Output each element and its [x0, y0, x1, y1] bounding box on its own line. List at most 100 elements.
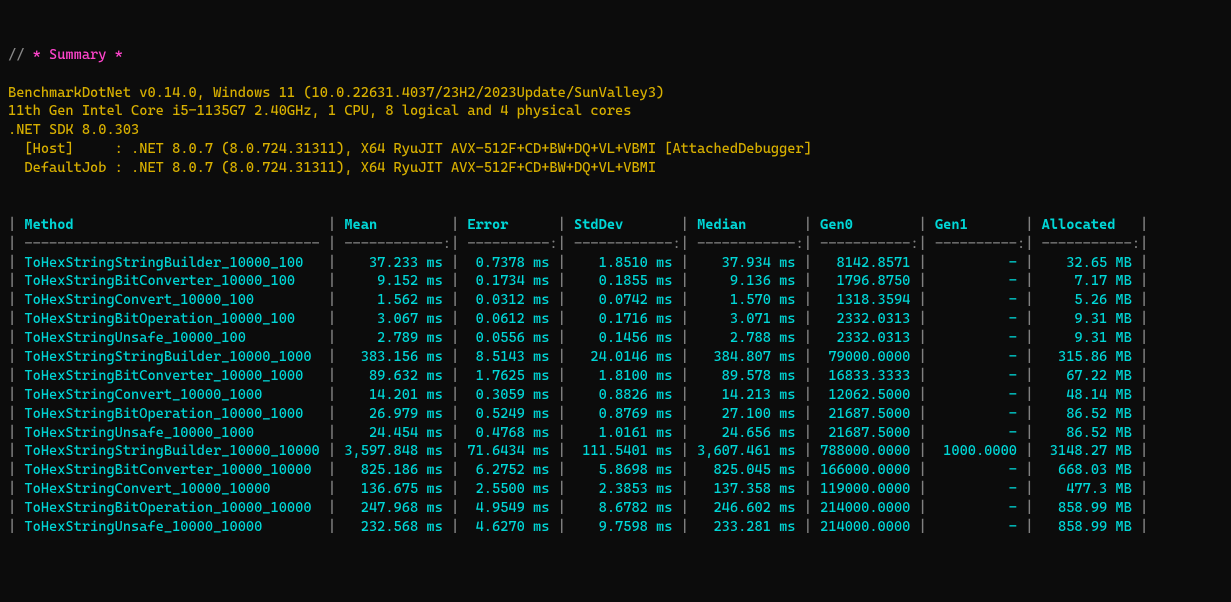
cell: 24.454 ms [336, 425, 451, 441]
cell: 9.152 ms [336, 273, 451, 289]
cell: 37.934 ms [689, 255, 804, 271]
cell: 3,597.848 ms [336, 443, 451, 459]
cell: 4.6270 ms [459, 519, 557, 535]
separator: -----------: [1033, 236, 1140, 252]
separator: ----------: [927, 236, 1025, 252]
cell: - [927, 387, 1025, 403]
cell: 3.067 ms [336, 311, 451, 327]
cell: - [927, 481, 1025, 497]
cell: 0.4768 ms [459, 425, 557, 441]
cell: 3148.27 MB [1033, 443, 1140, 459]
cell: 383.156 ms [336, 349, 451, 365]
cell: 384.807 ms [689, 349, 804, 365]
col-header: Gen0 [812, 217, 919, 233]
cell: 48.14 MB [1033, 387, 1140, 403]
cell: - [927, 292, 1025, 308]
cell: 1796.8750 [812, 273, 919, 289]
cell: 166000.0000 [812, 462, 919, 478]
cell: 2.3853 ms [566, 481, 681, 497]
cell: ToHexStringBitConverter_10000_10000 [16, 462, 328, 478]
cell: 788000.0000 [812, 443, 919, 459]
cell: 0.0556 ms [459, 330, 557, 346]
cell: 0.7378 ms [459, 255, 557, 271]
cell: ToHexStringStringBuilder_10000_100 [16, 255, 328, 271]
cell: 0.8769 ms [566, 406, 681, 422]
env-line: DefaultJob : .NET 8.0.7 (8.0.724.31311),… [8, 160, 656, 176]
cell: ToHexStringConvert_10000_10000 [16, 481, 328, 497]
cell: 89.632 ms [336, 368, 451, 384]
cell: 2332.0313 [812, 311, 919, 327]
cell: 0.1734 ms [459, 273, 557, 289]
cell: 1.7625 ms [459, 368, 557, 384]
cell: 1.570 ms [689, 292, 804, 308]
cell: 6.2752 ms [459, 462, 557, 478]
cell: ToHexStringConvert_10000_1000 [16, 387, 328, 403]
col-header: Gen1 [927, 217, 1025, 233]
cell: 3,607.461 ms [689, 443, 804, 459]
cell: - [927, 519, 1025, 535]
cell: 1000.0000 [927, 443, 1025, 459]
cell: 9.31 MB [1033, 330, 1140, 346]
cell: 3.071 ms [689, 311, 804, 327]
col-header: Allocated [1033, 217, 1140, 233]
cell: 24.0146 ms [566, 349, 681, 365]
cell: 24.656 ms [689, 425, 804, 441]
cell: 315.86 MB [1033, 349, 1140, 365]
cell: 1.8100 ms [566, 368, 681, 384]
cell: - [927, 462, 1025, 478]
cell: ToHexStringBitConverter_10000_100 [16, 273, 328, 289]
terminal-output: // * Summary * BenchmarkDotNet v0.14.0, … [8, 46, 1223, 537]
cell: - [927, 255, 1025, 271]
cell: 86.52 MB [1033, 425, 1140, 441]
cell: 0.5249 ms [459, 406, 557, 422]
cell: 2332.0313 [812, 330, 919, 346]
cell: 214000.0000 [812, 519, 919, 535]
cell: 8.5143 ms [459, 349, 557, 365]
cell: 0.1855 ms [566, 273, 681, 289]
cell: 27.100 ms [689, 406, 804, 422]
cell: 71.6434 ms [459, 443, 557, 459]
cell: 8142.8571 [812, 255, 919, 271]
cell: 9.136 ms [689, 273, 804, 289]
cell: 1.0161 ms [566, 425, 681, 441]
cell: 111.5401 ms [566, 443, 681, 459]
cell: 246.602 ms [689, 500, 804, 516]
cell: 1.8510 ms [566, 255, 681, 271]
cell: 12062.5000 [812, 387, 919, 403]
cell: 7.17 MB [1033, 273, 1140, 289]
cell: 233.281 ms [689, 519, 804, 535]
cell: 477.3 MB [1033, 481, 1140, 497]
cell: - [927, 273, 1025, 289]
summary-label: * Summary * [33, 47, 123, 63]
separator: ------------: [336, 236, 451, 252]
cell: ToHexStringBitOperation_10000_1000 [16, 406, 328, 422]
cell: 0.3059 ms [459, 387, 557, 403]
env-line: 11th Gen Intel Core i5-1135G7 2.40GHz, 1… [8, 103, 631, 119]
cell: ToHexStringUnsafe_10000_10000 [16, 519, 328, 535]
cell: 214000.0000 [812, 500, 919, 516]
cell: - [927, 330, 1025, 346]
cell: 79000.0000 [812, 349, 919, 365]
cell: 67.22 MB [1033, 368, 1140, 384]
separator: ------------------------------------ [16, 236, 328, 252]
comment-slashes: // [8, 47, 33, 63]
cell: 0.1716 ms [566, 311, 681, 327]
cell: - [927, 406, 1025, 422]
cell: 858.99 MB [1033, 519, 1140, 535]
cell: 86.52 MB [1033, 406, 1140, 422]
separator: ------------: [689, 236, 804, 252]
cell: - [927, 311, 1025, 327]
separator: ------------: [566, 236, 681, 252]
cell: 14.201 ms [336, 387, 451, 403]
col-header: StdDev [566, 217, 681, 233]
cell: 21687.5000 [812, 425, 919, 441]
cell: 8.6782 ms [566, 500, 681, 516]
cell: 0.0312 ms [459, 292, 557, 308]
env-line: BenchmarkDotNet v0.14.0, Windows 11 (10.… [8, 85, 664, 101]
cell: - [927, 368, 1025, 384]
cell: 9.31 MB [1033, 311, 1140, 327]
cell: 0.8826 ms [566, 387, 681, 403]
cell: 119000.0000 [812, 481, 919, 497]
cell: 825.186 ms [336, 462, 451, 478]
col-header: Median [689, 217, 804, 233]
